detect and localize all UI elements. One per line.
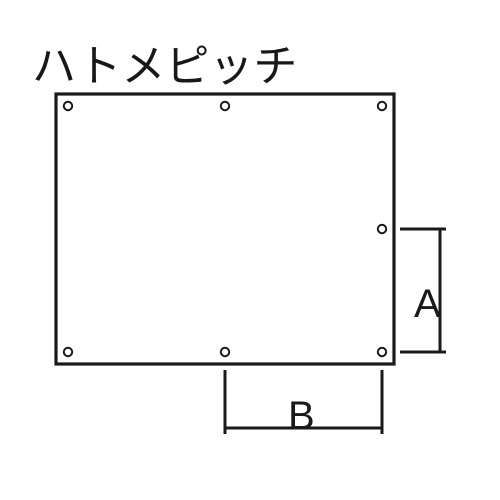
dimension-label-a: A xyxy=(414,282,441,327)
grommet-pitch-diagram xyxy=(0,0,500,500)
dimension-label-b: B xyxy=(288,394,315,439)
